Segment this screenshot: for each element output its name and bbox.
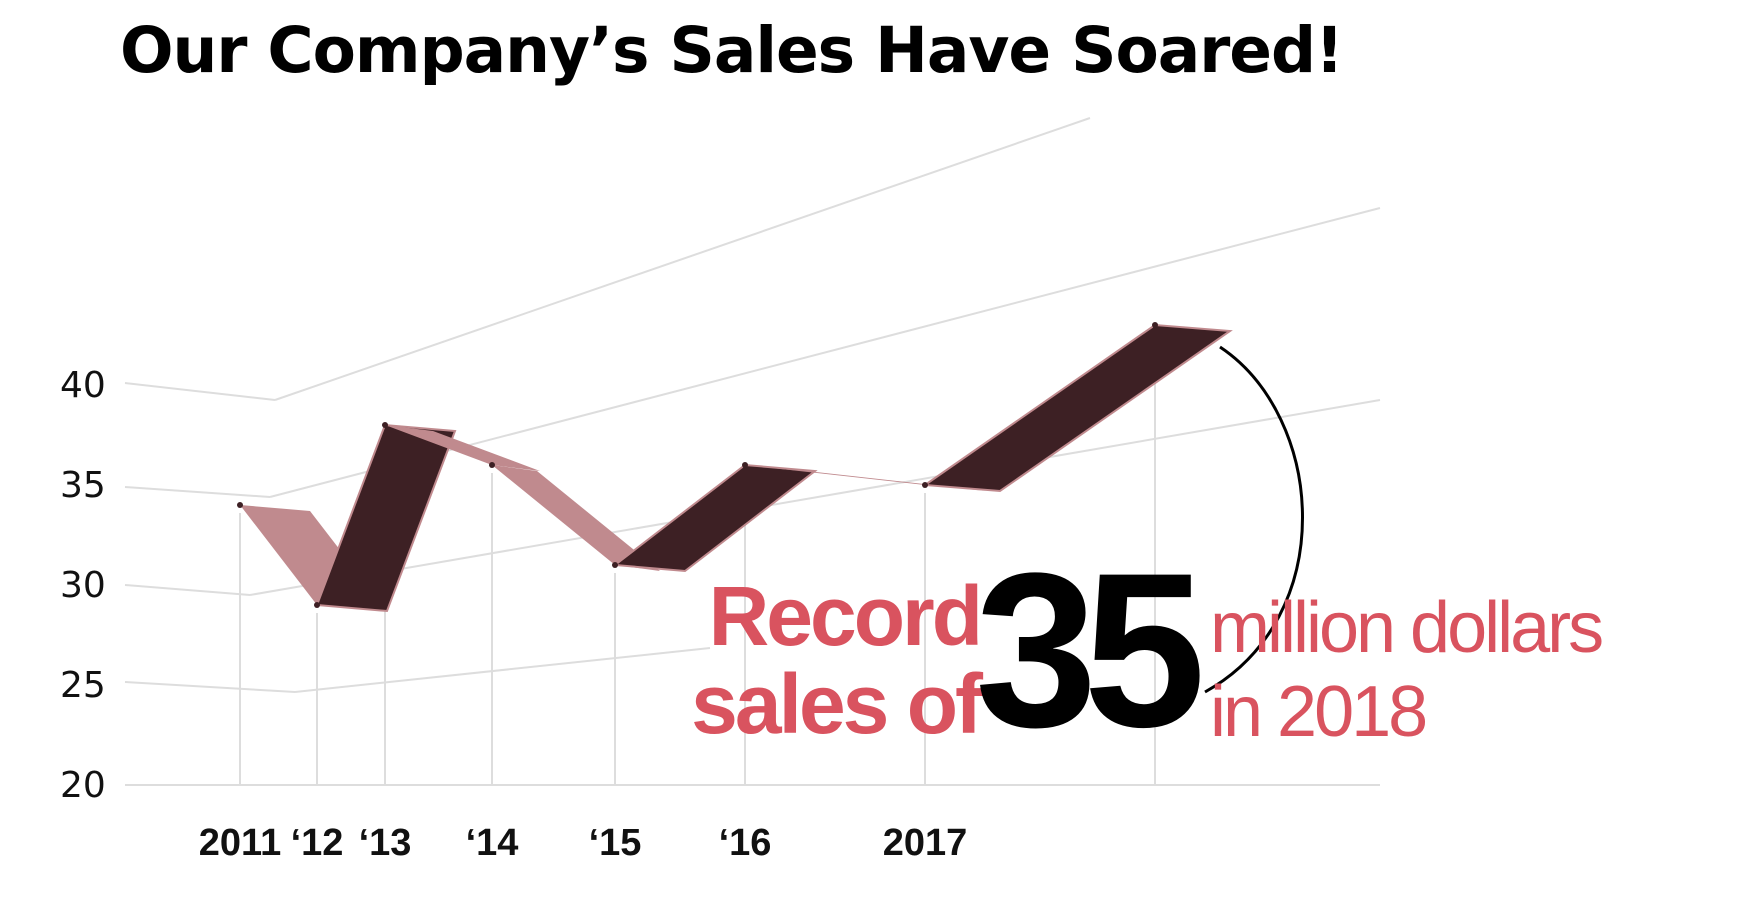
x-tick-label: 2017 xyxy=(883,822,968,864)
chart-title: Our Company’s Sales Have Soared! xyxy=(120,14,1344,87)
callout-connector xyxy=(1204,345,1304,694)
y-tick-label: 30 xyxy=(60,565,106,606)
callout-tail-text: million dollars in 2018 xyxy=(1210,586,1604,754)
data-point xyxy=(1152,322,1158,328)
y-tick-label: 20 xyxy=(60,765,106,806)
callout-tail-line: million dollars xyxy=(1210,588,1604,668)
data-point xyxy=(314,602,320,608)
data-point xyxy=(489,462,495,468)
x-tick-label: ‘16 xyxy=(719,822,772,864)
callout-tail-line: in 2018 xyxy=(1210,672,1428,752)
data-point xyxy=(382,422,388,428)
y-axis-ticks: 20 25 30 35 40 xyxy=(60,365,106,806)
x-tick-label: 2011 xyxy=(199,822,281,864)
grid-line xyxy=(124,584,251,596)
grid-line xyxy=(124,681,296,693)
x-axis-ticks: 2011 ‘12 ‘13 ‘14 ‘15 ‘16 2017 xyxy=(199,822,968,864)
callout-lead-line: Record xyxy=(708,569,983,663)
ribbon-segment xyxy=(922,323,1233,493)
ribbon-segment xyxy=(612,463,818,573)
x-tick-label: ‘14 xyxy=(466,822,519,864)
data-point xyxy=(237,502,243,508)
y-tick-label: 40 xyxy=(60,365,106,406)
x-tick-label: ‘12 xyxy=(291,822,344,864)
data-point xyxy=(922,482,928,488)
grid-line xyxy=(124,486,271,498)
x-tick-label: ‘15 xyxy=(589,822,642,864)
sales-ribbon xyxy=(240,323,1233,613)
ribbon-segment xyxy=(492,465,660,571)
callout-lead-text: Record sales of xyxy=(690,569,983,751)
grid-line xyxy=(294,647,711,693)
callout-record-value: 35 xyxy=(975,527,1206,773)
grid-line xyxy=(249,399,1381,596)
ribbon-segment xyxy=(315,423,457,613)
data-points xyxy=(237,322,1158,608)
data-point xyxy=(742,462,748,468)
grid-line xyxy=(124,382,276,401)
grid-line xyxy=(274,117,1091,401)
y-tick-label: 25 xyxy=(60,665,106,706)
callout-lead-line: sales of xyxy=(691,657,983,751)
y-tick-label: 35 xyxy=(60,465,106,506)
ribbon-segment xyxy=(385,425,540,471)
year-drop-lines xyxy=(239,333,1156,785)
data-point xyxy=(612,562,618,568)
x-tick-label: ‘13 xyxy=(359,822,412,864)
